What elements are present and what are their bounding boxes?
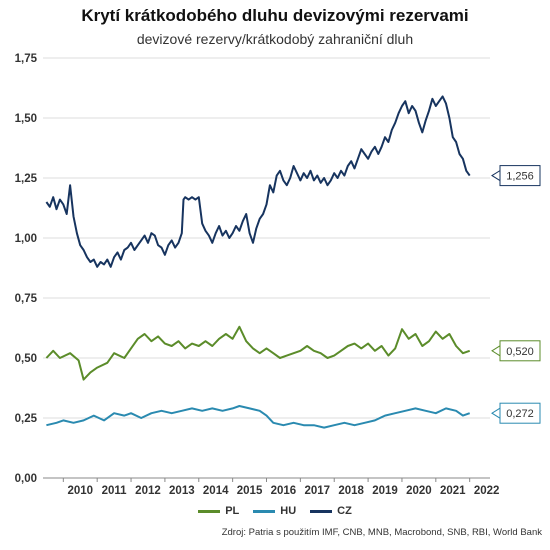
legend-swatch-pl xyxy=(198,509,221,513)
end-label-pointer xyxy=(491,344,501,357)
legend-item-pl: PL xyxy=(198,505,239,517)
end-labels: 0,520 0,272 1,256 xyxy=(491,165,541,424)
chart-subtitle: devizové rezervy/krátkodobý zahraniční d… xyxy=(136,31,414,47)
end-label-pointer xyxy=(491,407,501,420)
legend-label-hu: HU xyxy=(280,505,297,517)
legend-item-hu: HU xyxy=(253,505,296,517)
y-tick-label: 1,25 xyxy=(15,173,38,185)
x-tick-label: 2017 xyxy=(304,485,330,497)
series-lines xyxy=(45,95,471,429)
end-label-pl: 0,520 xyxy=(506,346,534,358)
x-tick-label: 2013 xyxy=(169,485,195,497)
y-tick-label: 0,00 xyxy=(15,473,37,485)
legend-swatch-hu xyxy=(253,509,276,513)
legend-label-pl: PL xyxy=(225,505,240,517)
axes: 0,00 0,25 0,50 0,75 1,00 1,25 1,50 1,75 2010 2011… xyxy=(15,53,500,497)
y-tick-label: 1,00 xyxy=(15,233,37,245)
y-tick-label: 0,75 xyxy=(15,293,38,305)
y-tick-label: 1,50 xyxy=(15,113,37,125)
x-tick-label: 2018 xyxy=(338,485,364,497)
x-tick-label: 2022 xyxy=(474,485,500,497)
y-tick-label: 0,50 xyxy=(15,353,37,365)
x-tick-label: 2011 xyxy=(102,485,128,497)
source-note: Zdroj: Patria s použitím IMF, CNB, MNB, … xyxy=(221,527,542,538)
y-tick-label: 0,25 xyxy=(15,413,38,425)
end-label-hu: 0,272 xyxy=(506,408,534,420)
chart-title: Krytí krátkodobého dluhu devizovými reze… xyxy=(81,6,469,25)
end-label-box xyxy=(499,340,541,362)
end-label-box xyxy=(499,165,541,187)
x-tick-label: 2010 xyxy=(67,485,93,497)
series-line-cz xyxy=(45,95,471,268)
legend: PL HU CZ xyxy=(0,505,550,517)
x-tick-label: 2015 xyxy=(237,485,263,497)
end-label-pointer xyxy=(491,169,501,182)
series-line-pl xyxy=(45,325,471,381)
legend-label-cz: CZ xyxy=(337,505,352,517)
legend-swatch-cz xyxy=(310,509,333,513)
y-tick-label: 1,75 xyxy=(15,53,38,65)
series-line-hu xyxy=(46,405,471,429)
x-tick-label: 2020 xyxy=(406,485,432,497)
x-tick-label: 2014 xyxy=(203,485,229,497)
x-tick-label: 2021 xyxy=(440,485,466,497)
legend-item-cz: CZ xyxy=(310,505,352,517)
x-tick-label: 2012 xyxy=(135,485,161,497)
grid-lines xyxy=(43,57,490,479)
end-label-box xyxy=(499,402,541,424)
end-label-cz: 1,256 xyxy=(506,171,534,183)
x-tick-label: 2016 xyxy=(271,485,297,497)
x-tick-label: 2019 xyxy=(372,485,398,497)
